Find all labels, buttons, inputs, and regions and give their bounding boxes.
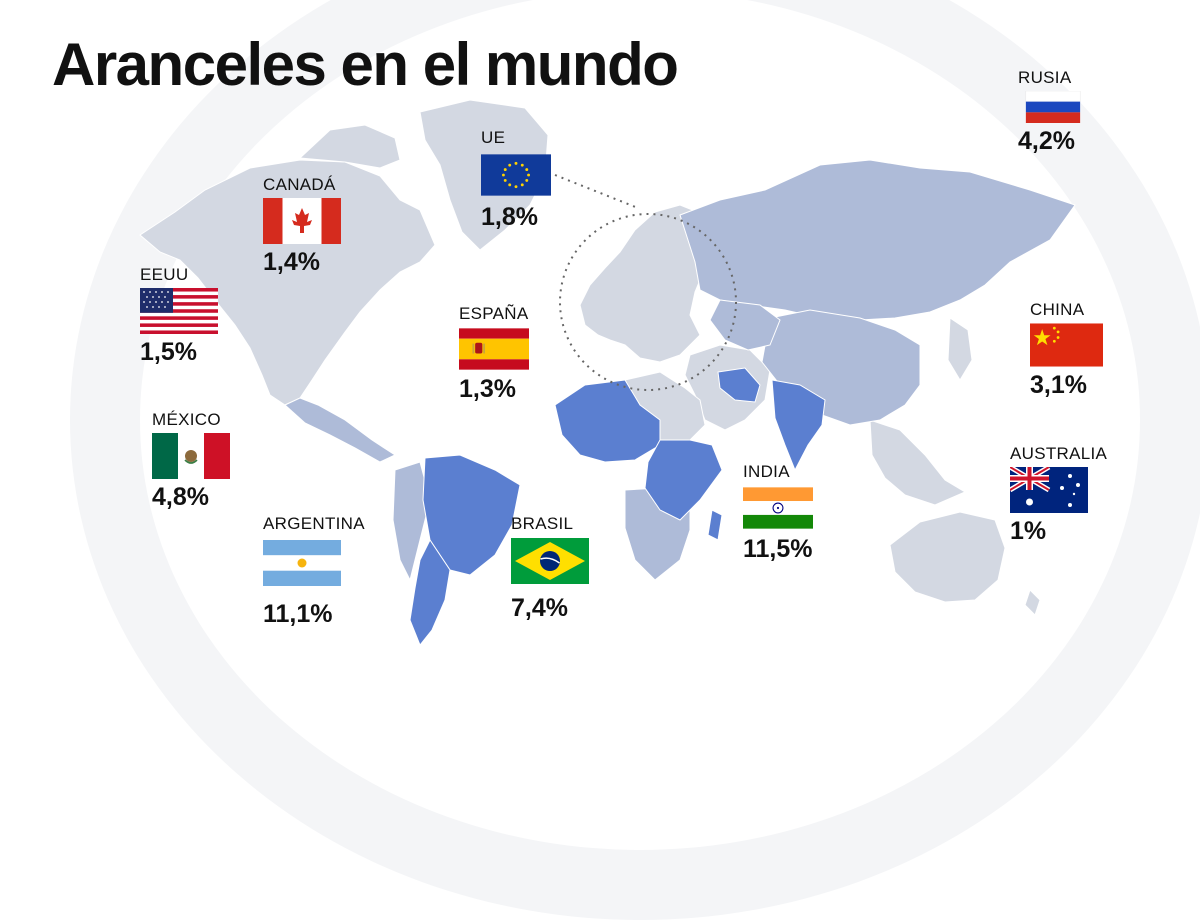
new-zealand-landmass [1024, 589, 1041, 616]
country-value: 11,1% [263, 600, 333, 628]
country-name: EEUU [140, 265, 189, 284]
japan-landmass [947, 317, 973, 381]
country-name: MÉXICO [152, 410, 221, 429]
country-value: 4,2% [1018, 127, 1075, 155]
country-value: 1% [1010, 517, 1047, 545]
china-flag-icon [1030, 323, 1103, 367]
country-name: INDIA [743, 462, 790, 481]
country-name: ARGENTINA [263, 514, 365, 533]
iran-landmass [717, 367, 761, 403]
europe-highlight-circle [559, 213, 737, 391]
india-flag-icon [743, 487, 813, 529]
russia-flag-icon [1025, 91, 1081, 123]
north-america-landmass [139, 159, 436, 406]
country-value: 4,8% [152, 483, 209, 511]
country-value: 7,4% [511, 594, 568, 622]
country-name: CANADÁ [263, 175, 336, 194]
country-card-china: CHINA 3,1% [1030, 300, 1103, 400]
canada-islands [298, 124, 401, 169]
country-value: 11,5% [743, 535, 813, 563]
country-value: 1,4% [263, 248, 320, 276]
southeast-asia-landmass [869, 419, 967, 506]
country-card-mexico: MÉXICO 4,8% [152, 410, 230, 512]
usa-flag-icon [140, 288, 218, 334]
country-name: UE [481, 128, 506, 147]
eu-connector-line [554, 174, 639, 209]
country-value: 1,8% [481, 203, 538, 231]
country-card-argentina: ARGENTINA 11,1% [263, 514, 365, 629]
mexico-central-america [284, 397, 397, 463]
spain-flag-icon [459, 328, 529, 370]
russia-landmass [679, 159, 1076, 321]
country-name: CHINA [1030, 300, 1085, 319]
brazil-flag-icon [511, 538, 589, 584]
country-value: 3,1% [1030, 371, 1087, 399]
country-card-canada: CANADÁ 1,4% [263, 175, 341, 277]
country-card-espana: ESPAÑA 1,3% [459, 304, 529, 404]
page-title: Aranceles en el mundo [52, 31, 679, 98]
country-name: RUSIA [1018, 68, 1072, 87]
country-value: 1,3% [459, 375, 516, 403]
country-card-eeuu: EEUU 1,5% [140, 265, 218, 367]
india-landmass [771, 379, 826, 472]
country-card-ue: UE 1,8% [481, 128, 551, 232]
east-africa-landmass [644, 439, 723, 521]
australia-landmass [889, 511, 1006, 603]
country-card-rusia: RUSIA 4,2% [1018, 68, 1088, 156]
europe-landmass [579, 204, 716, 363]
andean-landmass [392, 461, 431, 582]
argentina-flag-icon [263, 540, 341, 586]
country-name: ESPAÑA [459, 304, 529, 323]
country-value: 1,5% [140, 338, 197, 366]
country-card-brasil: BRASIL 7,4% [511, 514, 589, 623]
eu-flag-icon [481, 154, 551, 196]
country-name: BRASIL [511, 514, 574, 533]
madagascar-landmass [707, 509, 723, 541]
australia-flag-icon [1010, 467, 1088, 513]
canada-flag-icon [263, 198, 341, 244]
argentina-landmass [409, 539, 451, 646]
country-card-india: INDIA 11,5% [743, 462, 813, 564]
mexico-flag-icon [152, 433, 230, 479]
brazil-landmass [422, 454, 521, 576]
country-card-australia: AUSTRALIA 1% [1010, 444, 1107, 546]
country-name: AUSTRALIA [1010, 444, 1108, 463]
